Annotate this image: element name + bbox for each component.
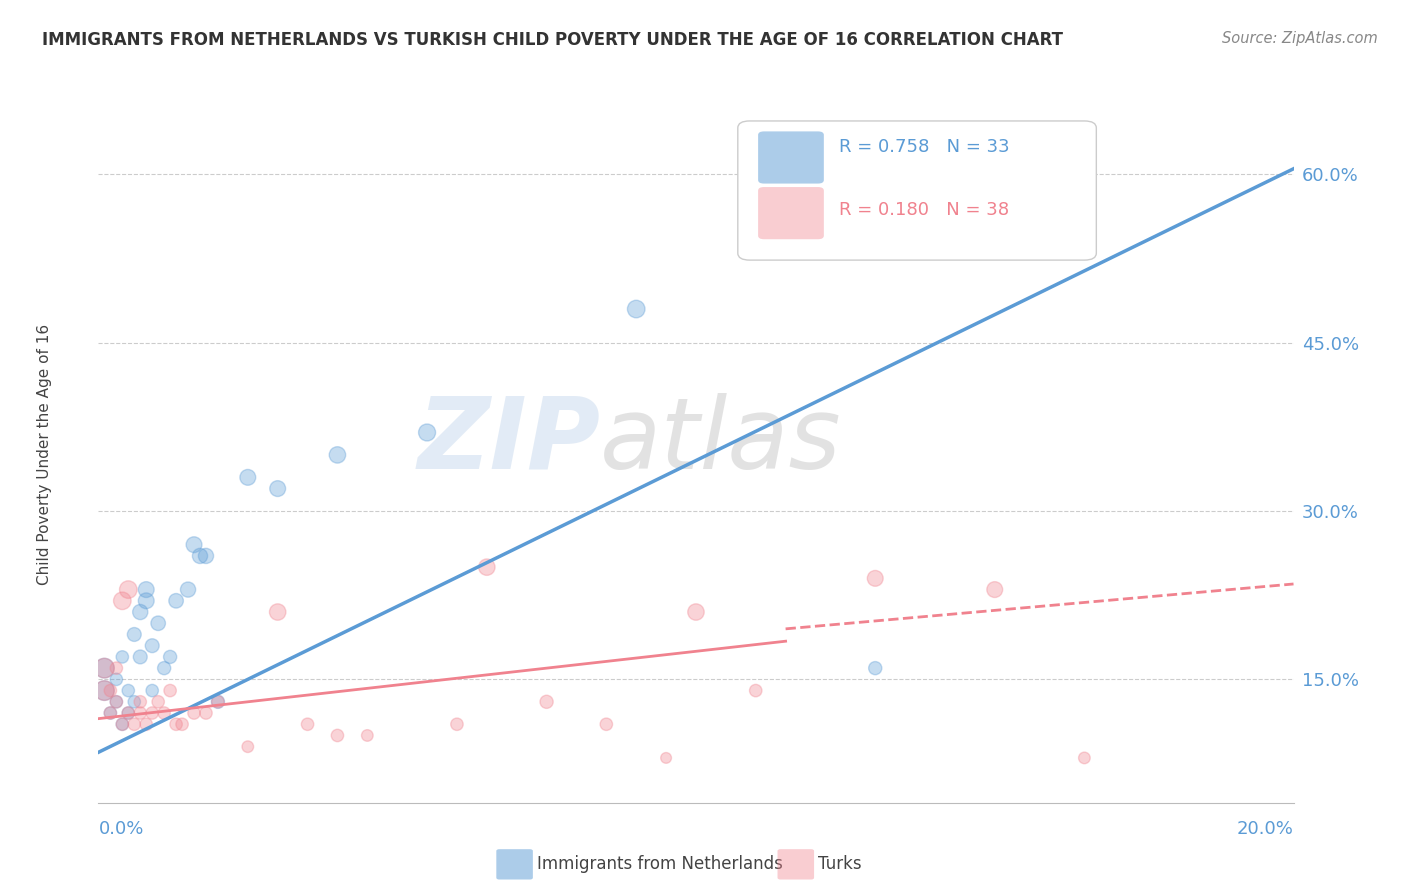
Point	[207, 695, 229, 709]
Point	[188, 549, 211, 563]
Point	[111, 717, 134, 731]
Point	[1043, 167, 1066, 181]
Point	[356, 729, 378, 743]
Point	[626, 301, 648, 316]
Point	[111, 649, 134, 664]
Point	[105, 661, 128, 675]
Point	[148, 616, 170, 631]
Point	[129, 605, 152, 619]
Point	[536, 695, 558, 709]
Point	[100, 706, 122, 720]
Point	[105, 673, 128, 687]
Point	[135, 594, 157, 608]
Point	[148, 695, 170, 709]
Point	[117, 582, 139, 597]
Point	[326, 729, 349, 743]
Point	[865, 661, 887, 675]
Text: atlas: atlas	[600, 392, 842, 490]
Point	[165, 717, 187, 731]
Point	[183, 538, 205, 552]
Point	[129, 695, 152, 709]
Point	[117, 706, 139, 720]
FancyBboxPatch shape	[758, 131, 824, 184]
Point	[685, 605, 707, 619]
Text: 0.0%: 0.0%	[98, 821, 143, 838]
Point	[117, 706, 139, 720]
Point	[153, 661, 176, 675]
Point	[595, 717, 617, 731]
Text: Immigrants from Netherlands: Immigrants from Netherlands	[537, 855, 783, 873]
Point	[117, 683, 139, 698]
Point	[129, 706, 152, 720]
Point	[93, 661, 115, 675]
Point	[195, 549, 218, 563]
Point	[984, 582, 1007, 597]
Point	[141, 706, 163, 720]
Point	[111, 717, 134, 731]
Text: Turks: Turks	[818, 855, 862, 873]
Point	[105, 695, 128, 709]
Point	[475, 560, 498, 574]
Point	[183, 706, 205, 720]
Text: Source: ZipAtlas.com: Source: ZipAtlas.com	[1222, 31, 1378, 46]
Point	[1073, 751, 1095, 765]
Point	[124, 695, 146, 709]
Point	[207, 695, 229, 709]
Point	[195, 706, 218, 720]
Point	[416, 425, 439, 440]
Point	[141, 639, 163, 653]
Point	[124, 717, 146, 731]
Point	[172, 717, 194, 731]
Text: ZIP: ZIP	[418, 392, 600, 490]
Point	[93, 661, 115, 675]
Point	[236, 470, 259, 484]
Point	[655, 751, 678, 765]
Text: 20.0%: 20.0%	[1237, 821, 1294, 838]
Point	[159, 683, 181, 698]
Point	[745, 683, 768, 698]
Point	[236, 739, 259, 754]
Point	[93, 683, 115, 698]
Point	[865, 571, 887, 585]
FancyBboxPatch shape	[758, 187, 824, 239]
Point	[159, 649, 181, 664]
Point	[326, 448, 349, 462]
Point	[177, 582, 200, 597]
Text: R = 0.180   N = 38: R = 0.180 N = 38	[839, 201, 1010, 219]
Text: IMMIGRANTS FROM NETHERLANDS VS TURKISH CHILD POVERTY UNDER THE AGE OF 16 CORRELA: IMMIGRANTS FROM NETHERLANDS VS TURKISH C…	[42, 31, 1063, 49]
Point	[100, 683, 122, 698]
Point	[105, 695, 128, 709]
Point	[165, 594, 187, 608]
Text: R = 0.758   N = 33: R = 0.758 N = 33	[839, 138, 1010, 156]
Point	[93, 683, 115, 698]
Point	[111, 594, 134, 608]
FancyBboxPatch shape	[738, 121, 1097, 260]
Point	[124, 627, 146, 641]
Point	[135, 582, 157, 597]
Point	[129, 649, 152, 664]
Point	[297, 717, 319, 731]
Text: Child Poverty Under the Age of 16: Child Poverty Under the Age of 16	[37, 325, 52, 585]
Point	[100, 706, 122, 720]
Point	[135, 717, 157, 731]
Point	[141, 683, 163, 698]
Point	[267, 605, 290, 619]
Point	[153, 706, 176, 720]
Point	[446, 717, 468, 731]
Point	[267, 482, 290, 496]
